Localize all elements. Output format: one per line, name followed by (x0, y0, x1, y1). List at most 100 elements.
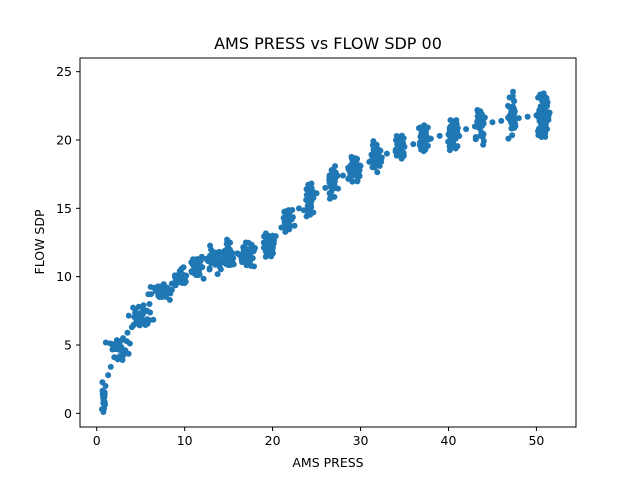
data-point (239, 250, 246, 257)
data-point (354, 155, 361, 162)
data-point (509, 105, 516, 112)
data-point (163, 289, 170, 296)
y-tick-label: 25 (56, 64, 72, 79)
data-points (98, 88, 553, 416)
data-point (295, 205, 302, 212)
data-point (339, 172, 346, 179)
chart-title: AMS PRESS vs FLOW SDP 00 (214, 34, 442, 53)
data-point (126, 340, 133, 347)
data-point (510, 97, 517, 104)
data-point (264, 246, 271, 253)
data-point (505, 135, 512, 142)
data-point (396, 152, 403, 159)
y-tick-label: 10 (56, 269, 72, 284)
data-point (456, 133, 463, 140)
data-point (347, 171, 354, 178)
data-point (107, 363, 114, 370)
data-point (105, 372, 112, 379)
x-tick-label: 20 (265, 433, 281, 448)
data-point (452, 145, 459, 152)
data-point (131, 321, 138, 328)
x-tick-label: 30 (353, 433, 369, 448)
y-tick-label: 5 (64, 338, 72, 353)
data-point (181, 275, 188, 282)
data-point (113, 354, 120, 361)
data-point (369, 142, 376, 149)
data-point (371, 162, 378, 168)
data-point (119, 336, 126, 343)
data-point (209, 255, 216, 262)
data-point (329, 170, 336, 177)
data-point (141, 309, 148, 315)
data-point (212, 261, 219, 268)
data-point (508, 119, 515, 126)
data-point (265, 236, 272, 243)
data-point (509, 93, 516, 99)
data-point (100, 405, 107, 412)
data-point (206, 265, 213, 272)
data-point (332, 163, 339, 170)
data-point (420, 130, 427, 137)
data-point (436, 132, 443, 139)
data-point (356, 167, 363, 174)
data-point (478, 111, 485, 118)
data-point (147, 309, 154, 316)
data-point (420, 148, 427, 155)
data-point (410, 141, 417, 148)
data-point (510, 88, 517, 95)
data-point (326, 190, 333, 197)
data-point (118, 344, 125, 350)
data-point (269, 250, 276, 257)
data-point (375, 146, 382, 153)
x-axis-label: AMS PRESS (292, 455, 363, 470)
data-point (283, 225, 290, 232)
data-point (151, 284, 158, 291)
data-point (447, 117, 454, 124)
data-point (524, 113, 531, 120)
data-point (310, 209, 317, 216)
data-point (247, 244, 254, 251)
data-point (463, 126, 470, 133)
data-point (540, 110, 547, 117)
data-point (158, 294, 165, 301)
data-point (450, 136, 457, 143)
data-point (215, 252, 222, 259)
data-point (282, 215, 289, 222)
data-point (192, 272, 199, 279)
data-point (542, 97, 549, 104)
data-point (537, 118, 544, 125)
data-point (383, 150, 390, 157)
data-point (278, 224, 285, 231)
data-point (374, 155, 381, 162)
data-point (308, 198, 315, 205)
data-point (144, 320, 151, 327)
data-point (349, 164, 356, 171)
data-point (178, 265, 185, 272)
data-point (223, 248, 230, 255)
y-tick-label: 15 (56, 201, 72, 216)
data-point (227, 261, 234, 268)
data-point (540, 90, 547, 97)
data-point (101, 390, 108, 397)
data-point (125, 312, 132, 319)
data-point (196, 258, 203, 265)
data-point (478, 122, 485, 129)
data-point (368, 151, 375, 158)
y-axis-label: FLOW SDP (32, 209, 47, 274)
data-point (177, 270, 184, 277)
data-point (542, 120, 549, 127)
data-point (281, 209, 288, 216)
data-point (480, 131, 487, 138)
data-point (515, 115, 522, 122)
data-point (168, 286, 175, 293)
data-point (421, 135, 428, 142)
x-tick-label: 40 (441, 433, 457, 448)
data-point (145, 291, 152, 298)
data-point (244, 258, 251, 265)
data-point (125, 350, 132, 357)
data-point (329, 183, 336, 190)
data-point (307, 204, 314, 211)
data-point (303, 196, 310, 203)
data-point (99, 379, 106, 386)
